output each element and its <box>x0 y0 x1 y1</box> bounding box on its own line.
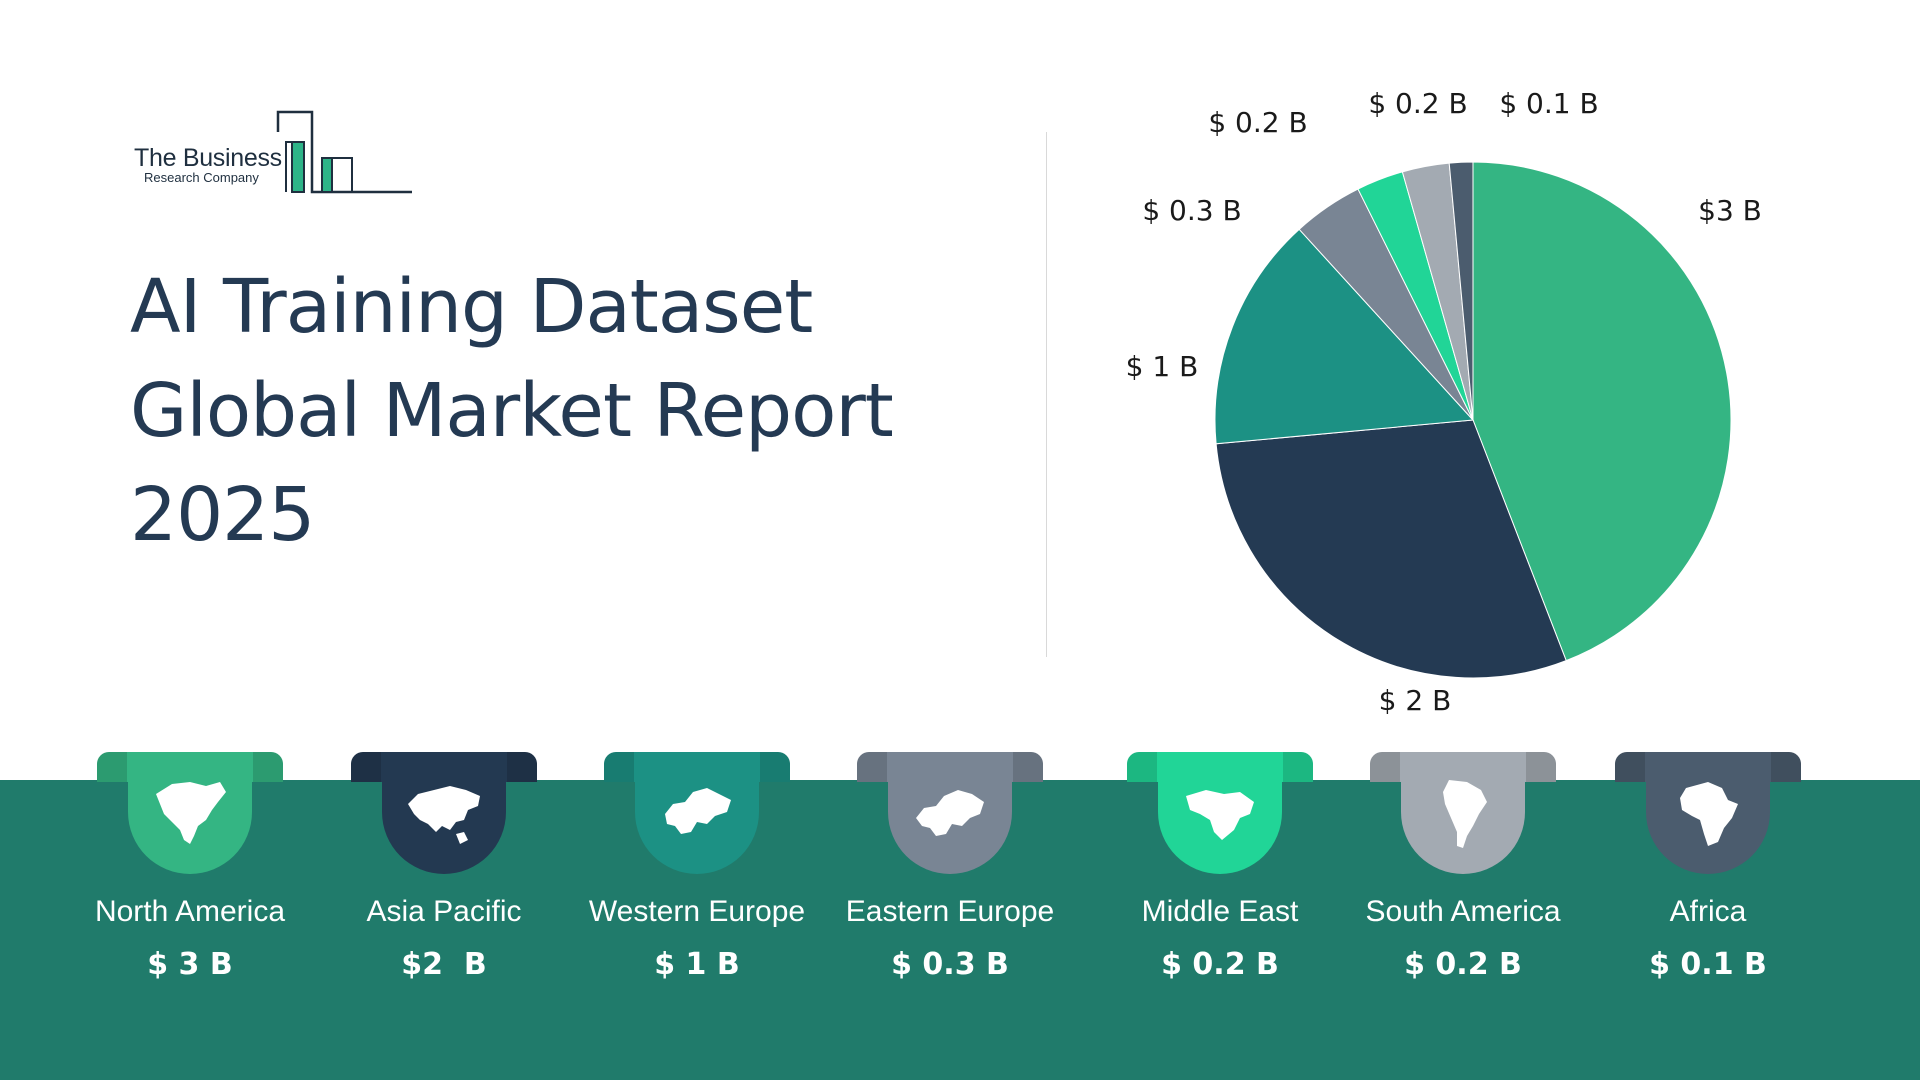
region-north-america: North America $ 3 B <box>62 750 302 1010</box>
region-badge <box>382 752 506 874</box>
middle-east-map-icon <box>1186 790 1254 840</box>
pie-slice-5 <box>1401 162 1474 421</box>
region-name: Asia Pacific <box>366 895 522 928</box>
pie-labels: $3 B $ 2 B $ 1 B $ 0.3 B $ 0.2 B $ 0.2 B $ 0.1… <box>1126 87 1762 717</box>
region-value: $2 B <box>401 947 487 982</box>
region-badge <box>1401 752 1525 874</box>
page-title: AI Training Dataset Global Market Report… <box>130 255 894 567</box>
region-badge <box>1158 752 1282 874</box>
logo-name: The Business <box>134 144 282 172</box>
pie-slice-label-3: $ 0.3 B <box>1142 194 1241 227</box>
region-name: Africa <box>1669 895 1747 928</box>
title-line-1: AI Training Dataset <box>130 264 813 350</box>
region-western-europe: Western Europe $ 1 B <box>569 750 809 1010</box>
north-america-map-icon <box>156 782 226 844</box>
pie-slice-6 <box>1448 161 1474 421</box>
region-badge <box>888 752 1012 874</box>
title-line-2: Global Market Report <box>130 368 894 454</box>
region-name: Western Europe <box>588 895 806 928</box>
title-line-3: 2025 <box>130 472 315 558</box>
region-africa: Africa $ 0.1 B <box>1580 750 1820 1010</box>
pie-slice-label-1: $ 2 B <box>1379 684 1452 717</box>
pie-slice-2 <box>1214 228 1475 445</box>
region-asia-pacific: Asia Pacific $2 B <box>316 750 556 1010</box>
region-value: $ 0.2 B <box>1161 947 1279 982</box>
vertical-divider <box>1046 132 1047 657</box>
pie-slice-label-6: $ 0.1 B <box>1499 87 1598 120</box>
eastern-europe-map-icon <box>916 790 984 836</box>
pie-slice-label-0: $3 B <box>1698 194 1762 227</box>
pie-slice-label-2: $ 1 B <box>1126 350 1199 383</box>
pie-slices <box>1214 161 1732 679</box>
pie-slice-label-4: $ 0.2 B <box>1208 106 1307 139</box>
region-name: Eastern Europe <box>845 895 1055 928</box>
africa-map-icon <box>1680 782 1738 846</box>
region-badge <box>128 752 252 874</box>
company-logo: The Business Research Company <box>130 108 420 198</box>
region-middle-east: Middle East $ 0.2 B <box>1092 750 1332 1010</box>
pie-slice-3 <box>1298 188 1474 421</box>
region-eastern-europe: Eastern Europe $ 0.3 B <box>822 750 1062 1010</box>
building-logo-icon <box>276 110 412 194</box>
south-america-map-icon <box>1443 780 1487 848</box>
region-value: $ 0.2 B <box>1404 947 1522 982</box>
asia-pacific-map-icon <box>408 786 480 844</box>
region-value: $ 0.3 B <box>891 947 1009 982</box>
region-name: Middle East <box>1141 895 1299 928</box>
pie-slice-4 <box>1357 171 1474 421</box>
pie-slice-0 <box>1472 161 1732 662</box>
western-europe-map-icon <box>665 788 731 834</box>
region-value: $ 1 B <box>654 947 740 982</box>
region-name: North America <box>94 895 286 928</box>
region-value: $ 3 B <box>147 947 233 982</box>
region-badge <box>1646 752 1770 874</box>
region-badge <box>635 752 759 874</box>
pie-slice-1 <box>1215 419 1567 679</box>
pie-slice-label-5: $ 0.2 B <box>1368 87 1467 120</box>
region-south-america: South America $ 0.2 B <box>1335 750 1575 1010</box>
logo-subtitle: Research Company <box>144 170 259 185</box>
region-value: $ 0.1 B <box>1649 947 1767 982</box>
region-name: South America <box>1365 895 1561 928</box>
